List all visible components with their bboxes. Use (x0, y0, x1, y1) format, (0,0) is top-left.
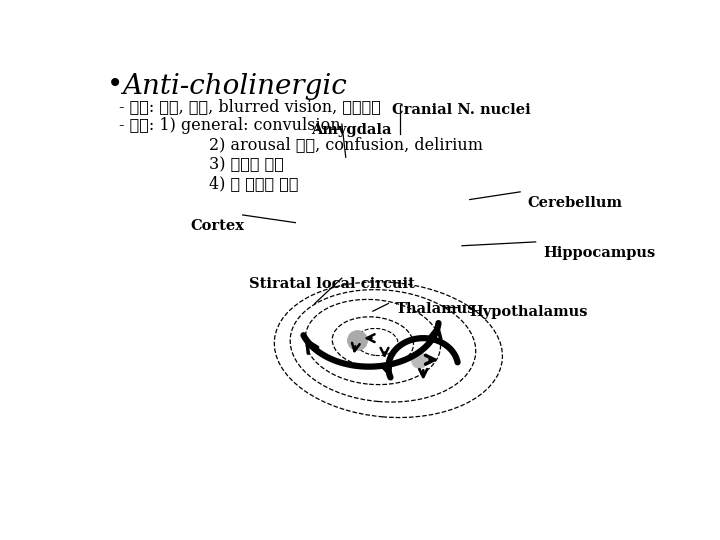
Text: Hypothalamus: Hypothalamus (469, 305, 588, 319)
Text: Amygdala: Amygdala (311, 123, 392, 137)
Text: Thalamus: Thalamus (396, 302, 477, 316)
Text: •: • (107, 72, 123, 99)
Text: 3) 기억력 감소: 3) 기억력 감소 (209, 156, 284, 173)
Text: 2) arousal 감소, confusion, delirium: 2) arousal 감소, confusion, delirium (209, 137, 482, 153)
Text: Anti-cholinergic: Anti-cholinergic (122, 72, 347, 99)
Text: Cortex: Cortex (191, 219, 245, 233)
Text: Hippocampus: Hippocampus (544, 246, 656, 260)
Text: - 중추: 1) general: convulsion: - 중추: 1) general: convulsion (120, 117, 341, 134)
Text: - 말초: 구갈, 변비, blurred vision, 소변장애: - 말초: 구갈, 변비, blurred vision, 소변장애 (120, 98, 382, 115)
Text: 4) 항 파킨슨 효과: 4) 항 파킨슨 효과 (209, 175, 298, 192)
Text: Cerebellum: Cerebellum (528, 195, 623, 210)
Text: Stiratal local circuit: Stiratal local circuit (249, 276, 415, 291)
Text: Cranial N. nuclei: Cranial N. nuclei (392, 103, 531, 117)
